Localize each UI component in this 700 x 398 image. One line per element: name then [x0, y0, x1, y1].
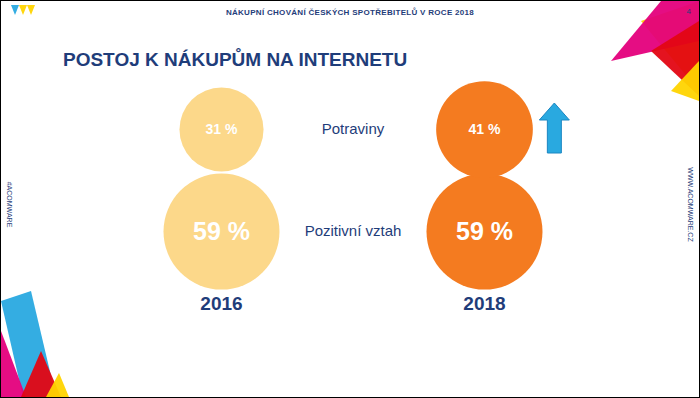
html-text:NÁKUPNÍ CHOVÁNÍ ČESKÝCH SPOTŘE: NÁKUPNÍ CHOVÁNÍ ČESKÝCH SPOTŘEBITELŮ V R…	[225, 8, 475, 17]
svg-text:41 %: 41 %	[469, 121, 501, 137]
svg-text:31 %: 31 %	[206, 121, 238, 137]
html-text:POSTOJ K NÁKUPŮM NA INTERNETU: POSTOJ K NÁKUPŮM NA INTERNETU	[63, 49, 408, 70]
svg-text:59 %: 59 %	[193, 217, 250, 245]
svg-text:Potraviny: Potraviny	[322, 120, 385, 137]
svg-text:59 %: 59 %	[456, 217, 513, 245]
svg-text:2016: 2016	[200, 293, 242, 314]
html-text:WWW.ACOMWARE.CZ: WWW.ACOMWARE.CZ	[686, 167, 694, 242]
html-text:#ACOMWARE: #ACOMWARE	[6, 181, 14, 228]
svg-text:2018: 2018	[463, 293, 505, 314]
html-text:4: 4	[686, 7, 691, 16]
svg-text:Pozitivní vztah: Pozitivní vztah	[305, 222, 402, 239]
